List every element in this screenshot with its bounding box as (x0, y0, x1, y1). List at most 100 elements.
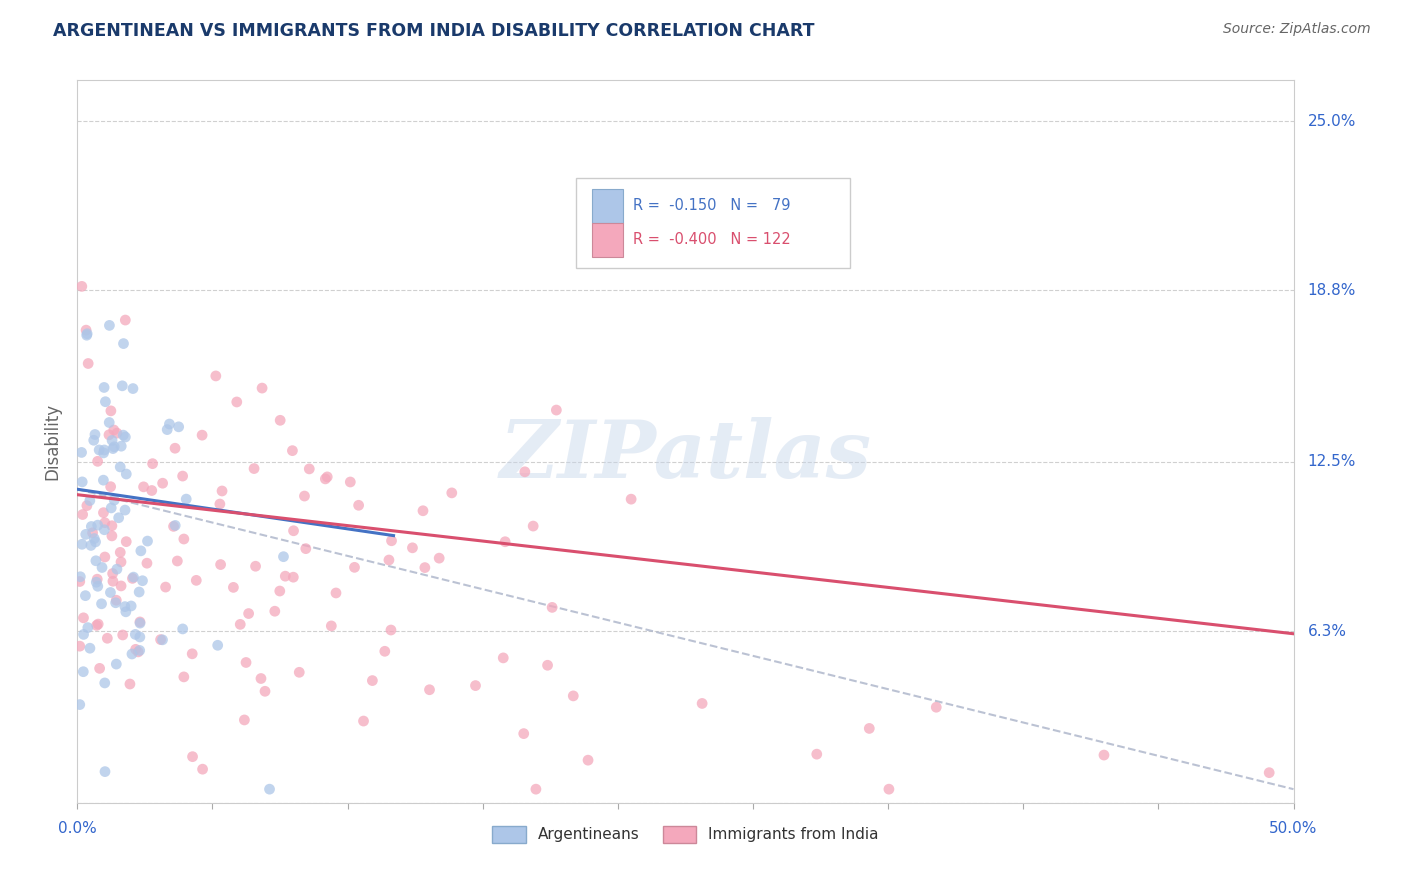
Point (100, 500, 122, 515)
Point (72, 627, 94, 641)
Point (94, 516, 117, 530)
Text: 50.0%: 50.0% (1270, 822, 1317, 837)
Point (512, 726, 534, 740)
Point (105, 562, 128, 576)
Point (86, 454, 108, 468)
Point (238, 607, 260, 621)
Point (70, 279, 93, 293)
Point (121, 571, 143, 585)
Point (129, 615, 152, 629)
Point (274, 569, 297, 583)
Point (94, 676, 117, 690)
Point (84, 575, 107, 590)
Point (100, 585, 122, 599)
Point (111, 379, 134, 393)
Point (101, 442, 124, 456)
Point (128, 630, 150, 644)
Point (162, 519, 184, 533)
Point (70, 537, 93, 551)
Point (181, 647, 204, 661)
Point (245, 559, 267, 574)
Point (84, 554, 107, 568)
Point (136, 534, 159, 549)
Point (70, 445, 93, 459)
Point (440, 486, 463, 500)
Point (222, 580, 245, 594)
Point (546, 403, 568, 417)
Point (98, 427, 121, 442)
Point (132, 480, 155, 494)
Point (114, 605, 136, 619)
Point (112, 336, 135, 351)
Point (90, 597, 112, 611)
Text: R =  -0.400   N = 122: R = -0.400 N = 122 (633, 232, 792, 247)
Point (75, 589, 97, 603)
Point (87, 579, 110, 593)
Point (101, 434, 124, 448)
Point (114, 313, 136, 327)
Point (152, 476, 174, 491)
Point (69, 639, 91, 653)
Point (343, 560, 366, 574)
Point (295, 541, 318, 556)
Point (380, 623, 402, 637)
Point (174, 492, 197, 507)
Point (80, 538, 103, 552)
Point (100, 404, 122, 418)
Point (93, 380, 115, 394)
Point (374, 644, 396, 658)
Point (186, 574, 208, 588)
Text: Source: ZipAtlas.com: Source: ZipAtlas.com (1223, 22, 1371, 37)
Point (120, 599, 142, 613)
Text: ZIPatlas: ZIPatlas (499, 417, 872, 495)
Point (89, 661, 111, 675)
Point (131, 574, 153, 588)
Point (115, 467, 138, 481)
Point (1258, 765, 1281, 780)
Point (112, 428, 135, 442)
Point (83, 434, 105, 448)
Point (70, 475, 93, 489)
Point (925, 700, 948, 714)
Point (173, 670, 195, 684)
Point (401, 541, 423, 555)
Point (273, 549, 295, 564)
Point (269, 584, 291, 599)
Point (380, 533, 402, 548)
Point (80, 519, 103, 533)
Point (259, 782, 281, 797)
Point (69, 570, 91, 584)
Point (325, 586, 347, 600)
Point (281, 443, 304, 458)
Point (412, 504, 434, 518)
Point (93, 506, 115, 520)
Point (156, 423, 179, 437)
Point (209, 558, 232, 572)
Point (427, 551, 450, 566)
Point (93, 446, 115, 460)
Point (121, 647, 143, 661)
Point (114, 430, 136, 444)
Point (464, 679, 486, 693)
Text: 25.0%: 25.0% (1308, 113, 1355, 128)
Point (576, 753, 599, 767)
Point (110, 459, 132, 474)
Point (211, 483, 233, 498)
Point (562, 689, 585, 703)
Point (72, 665, 94, 679)
Point (413, 560, 436, 574)
Text: 6.3%: 6.3% (1308, 624, 1347, 639)
Point (191, 762, 214, 776)
Point (87, 617, 110, 632)
Point (94, 549, 117, 564)
Point (166, 554, 188, 568)
Point (110, 545, 132, 559)
Point (86, 572, 108, 586)
Point (283, 570, 305, 584)
Point (110, 439, 132, 453)
Text: 12.5%: 12.5% (1308, 455, 1355, 469)
Point (225, 395, 247, 409)
FancyBboxPatch shape (576, 178, 849, 268)
Point (98, 416, 121, 430)
Point (94, 764, 117, 779)
